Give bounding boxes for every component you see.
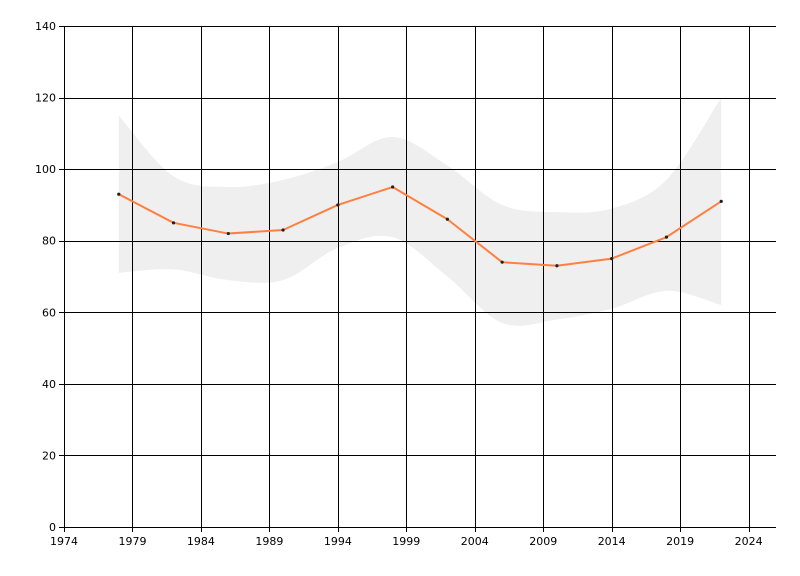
data-point: [281, 228, 285, 232]
x-tick-label: 2009: [529, 535, 557, 548]
x-tick-label: 1984: [187, 535, 215, 548]
confidence-band: [118, 97, 722, 326]
data-point: [336, 203, 340, 207]
axis-layer: [59, 26, 776, 532]
y-tick-label: 120: [35, 92, 56, 105]
data-point: [445, 217, 449, 221]
data-point: [664, 235, 669, 239]
y-tick-label: 100: [35, 163, 56, 176]
y-tick-label: 0: [49, 521, 56, 534]
data-point: [117, 192, 121, 196]
data-point: [171, 221, 176, 225]
x-tick-label: 2004: [461, 535, 489, 548]
data-point: [391, 185, 395, 189]
y-tick-label: 60: [42, 306, 56, 319]
tick-label-layer: 0 20 40 60 80 100 120 140 1974 1979 1984 1989 1994 19…: [35, 20, 763, 548]
x-tick-label: 1979: [118, 535, 146, 548]
data-point: [226, 231, 230, 236]
y-tick-label: 80: [42, 235, 56, 248]
y-tick-label: 40: [42, 378, 56, 391]
x-tick-label: 2024: [735, 535, 763, 548]
x-tick-label: 1974: [50, 535, 78, 548]
confidence-band-layer: [118, 97, 722, 326]
data-point: [610, 257, 614, 261]
x-tick-label: 2014: [598, 535, 626, 548]
data-point: [719, 199, 723, 203]
data-point: [555, 264, 559, 268]
x-tick-label: 1999: [392, 535, 420, 548]
series-line: [118, 186, 722, 267]
x-tick-label: 1989: [255, 535, 283, 548]
data-point: [500, 260, 504, 264]
y-tick-label: 140: [35, 20, 56, 33]
series-layer: [117, 185, 723, 268]
x-tick-label: 1994: [324, 535, 352, 548]
x-tick-label: 2019: [666, 535, 694, 548]
y-tick-label: 20: [42, 449, 56, 462]
